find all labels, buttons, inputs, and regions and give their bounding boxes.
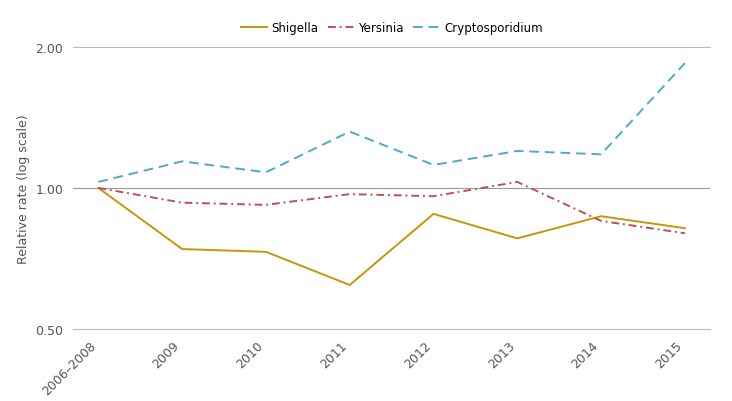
- Y-axis label: Relative rate (log scale): Relative rate (log scale): [17, 114, 30, 263]
- Yersinia: [94, 186, 102, 191]
- Yersinia: [346, 192, 354, 197]
- Cryptosporidium: [94, 180, 102, 185]
- Shigella: [178, 247, 187, 252]
- Cryptosporidium: [178, 160, 187, 164]
- Cryptosporidium: [429, 163, 438, 168]
- Shigella: [597, 214, 605, 219]
- Yersinia: [597, 219, 605, 224]
- Yersinia: [681, 231, 690, 236]
- Shigella: [429, 212, 438, 217]
- Cryptosporidium: [681, 61, 690, 66]
- Yersinia: [178, 201, 187, 206]
- Shigella: [94, 186, 102, 191]
- Shigella: [346, 283, 354, 288]
- Cryptosporidium: [513, 149, 522, 154]
- Line: Yersinia: Yersinia: [98, 182, 685, 234]
- Line: Shigella: Shigella: [98, 188, 685, 285]
- Shigella: [513, 236, 522, 241]
- Yersinia: [513, 180, 522, 185]
- Shigella: [261, 250, 270, 255]
- Yersinia: [429, 194, 438, 199]
- Cryptosporidium: [261, 170, 270, 175]
- Yersinia: [261, 203, 270, 208]
- Cryptosporidium: [346, 130, 354, 135]
- Legend: Shigella, Yersinia, Cryptosporidium: Shigella, Yersinia, Cryptosporidium: [236, 18, 548, 40]
- Cryptosporidium: [597, 152, 605, 157]
- Line: Cryptosporidium: Cryptosporidium: [98, 64, 685, 182]
- Shigella: [681, 226, 690, 231]
